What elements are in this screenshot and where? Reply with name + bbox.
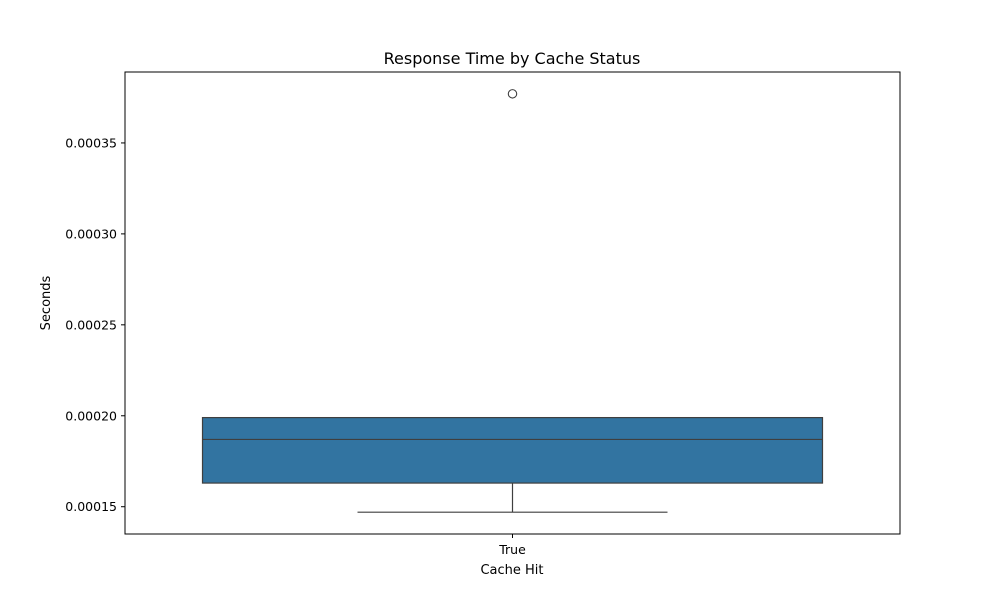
- interquartile-box: [201, 416, 824, 484]
- x-tick-label: True: [498, 542, 526, 557]
- y-tick-label: 0.00025: [65, 317, 117, 332]
- y-tick-label: 0.00030: [65, 226, 117, 241]
- x-axis-label: Cache Hit: [480, 563, 543, 578]
- outlier-point: [507, 89, 518, 99]
- x-axis: True: [498, 534, 526, 557]
- y-tick-label: 0.00035: [65, 135, 117, 150]
- y-tick-label: 0.00020: [65, 408, 117, 423]
- y-tick-label: 0.00015: [65, 499, 117, 514]
- y-axis-label: Seconds: [39, 275, 54, 330]
- plot-area: [201, 89, 824, 513]
- y-axis: 0.00015 0.00020 0.00025 0.00030 0.00035: [65, 135, 125, 514]
- box-group: [201, 89, 824, 513]
- chart-title: Response Time by Cache Status: [384, 49, 641, 68]
